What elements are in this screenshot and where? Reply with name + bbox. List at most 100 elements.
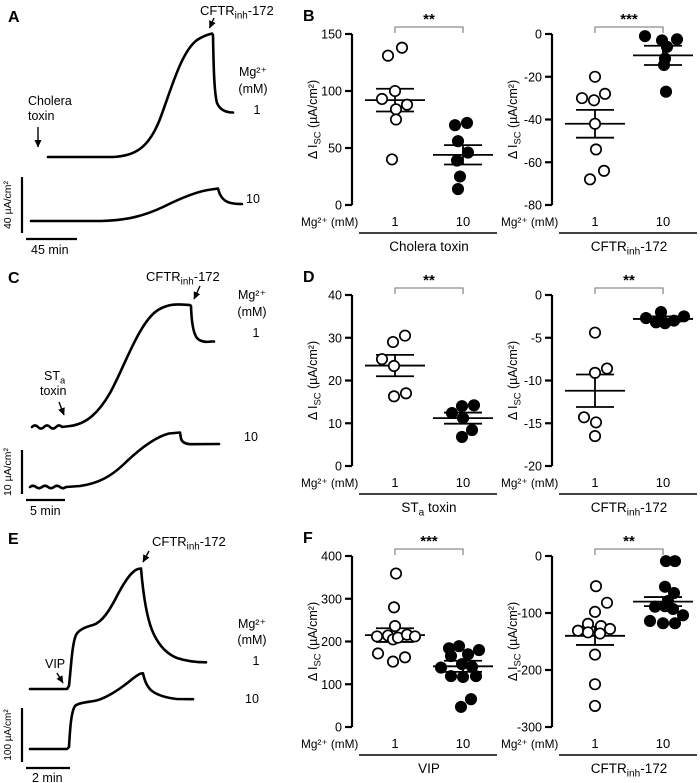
significance-stars: ** (623, 272, 635, 289)
group-label: 1 (391, 475, 398, 490)
data-point-filled (469, 670, 483, 683)
y-tick-label: -5 (531, 331, 542, 345)
data-point-open (589, 416, 603, 429)
data-point-filled (654, 306, 668, 319)
scatter-cholera-toxin: B 150 100 50 0 Δ ISC (µA/cm²) ** 1 10 Mg²⁺ (mM) Ch… (301, 8, 497, 254)
inhibitor-label: CFTRinh-172 (146, 269, 220, 288)
data-point-filled (467, 399, 481, 412)
inhibitor-label: CFTRinh-172 (152, 534, 226, 553)
data-point-open (588, 366, 602, 379)
x-axis-row-label: Mg²⁺ (mM) (301, 476, 358, 490)
y-tick-label: 150 (321, 28, 342, 42)
data-point-open (398, 651, 412, 664)
y-tick-label: 0 (535, 289, 542, 303)
y-tick-label: 0 (335, 460, 342, 474)
data-point-filled (452, 640, 466, 653)
panel-letter: B (303, 8, 315, 25)
mg-value-10: 10 (244, 430, 258, 444)
y-tick-label: -60 (524, 156, 542, 170)
data-point-open (375, 92, 389, 106)
significance-stars: ** (623, 533, 635, 550)
horizontal-scalebar-label: 5 min (30, 504, 61, 518)
row-CD: C CFTRinh-172 STa toxin Mg²⁺ (mM) 1 10 1… (0, 261, 700, 522)
group-label: 10 (456, 475, 470, 490)
y-tick-label: 30 (328, 331, 342, 345)
data-point-open (408, 630, 422, 643)
x-axis-row-label: Mg²⁺ (mM) (501, 215, 558, 229)
mg-unit: (mM) (237, 633, 266, 647)
y-tick-label: -20 (524, 460, 542, 474)
y-tick-label: 40 (328, 289, 342, 303)
data-point-open (395, 41, 409, 54)
inhibitor-arrow-icon (142, 550, 150, 563)
y-axis-label: Δ ISC (µA/cm²) (506, 602, 523, 681)
data-point-open (588, 326, 602, 339)
mg-header: Mg²⁺ (238, 288, 266, 302)
data-point-open (385, 153, 399, 166)
data-point-open (388, 84, 402, 98)
data-point-open (400, 98, 414, 111)
group-label: 1 (591, 214, 598, 229)
data-point-open (386, 655, 400, 668)
horizontal-scalebar-label: 2 min (32, 771, 63, 783)
group-label: 1 (391, 214, 398, 229)
data-point-open (371, 647, 385, 660)
y-tick-label: 0 (335, 199, 342, 213)
data-point-open (589, 143, 603, 156)
data-point-open (588, 430, 602, 443)
data-point-open (583, 173, 597, 186)
data-point-filled (450, 154, 464, 167)
data-point-filled (638, 30, 652, 43)
group-label: 10 (456, 736, 470, 751)
y-tick-label: 50 (328, 142, 342, 156)
data-point-open (370, 630, 384, 643)
data-point-filled (444, 670, 458, 683)
data-point-open (588, 699, 602, 712)
data-point-filled (434, 661, 448, 674)
data-point-filled (444, 649, 458, 663)
inhibitor-label: CFTRinh-172 (200, 3, 274, 22)
vertical-scalebar-label: 10 µA/cm² (2, 447, 14, 496)
data-point-filled (648, 600, 662, 613)
stimulus-label-line2: toxin (40, 384, 66, 398)
y-tick-label: -15 (524, 417, 542, 431)
y-tick-label: -40 (524, 113, 542, 127)
data-point-open (588, 605, 602, 618)
data-point-open (597, 164, 611, 177)
group-label: 1 (391, 736, 398, 751)
scatter-cftr-after-sta: 0 -5 -10 -15 -20 Δ ISC (µA/cm²) ** 1 10 Mg²⁺ (mM)… (501, 272, 697, 519)
significance-bracket (394, 548, 464, 555)
trace-mg10 (28, 672, 195, 751)
data-point-filled (451, 182, 465, 196)
data-point-filled (465, 424, 479, 437)
treatment-label: CFTRinh-172 (591, 239, 668, 258)
significance-stars: *** (620, 11, 638, 28)
data-point-open (588, 648, 602, 661)
significance-stars: ** (423, 11, 435, 28)
data-point-filled (668, 617, 682, 630)
row-EF: E CFTRinh-172 VIP Mg²⁺ (mM) 1 10 100 µA/… (0, 522, 700, 783)
treatment-label: Cholera toxin (389, 239, 469, 254)
stimulus-label-line1: Cholera (28, 94, 72, 108)
x-axis-row-label: Mg²⁺ (mM) (301, 737, 358, 751)
data-point-open (587, 94, 601, 107)
data-point-filled (456, 412, 470, 425)
mg-unit: (mM) (238, 82, 267, 96)
stimulus-label-line2: toxin (28, 109, 54, 123)
scatter-vip: F 400 300 200 100 0 Δ ISC (µA/cm²) *** 1 10 Mg²⁺ (… (301, 530, 497, 776)
y-tick-label: -200 (517, 664, 542, 678)
data-point-filled (461, 648, 475, 661)
group-label: 1 (591, 736, 598, 751)
significance-stars: *** (420, 533, 438, 550)
data-point-open (388, 620, 402, 633)
panel-letter: D (303, 269, 315, 286)
y-tick-label: -100 (517, 607, 542, 621)
y-axis-label: Δ ISC (µA/cm²) (506, 341, 523, 420)
row-AB: A CFTRinh-172 Cholera toxin Mg²⁺ (mM) 1 … (0, 0, 700, 261)
mg-value-10: 10 (245, 692, 259, 706)
data-point-filled (455, 430, 469, 443)
y-tick-label: 0 (535, 28, 542, 42)
significance-bracket (394, 287, 464, 294)
significance-bracket (594, 287, 664, 294)
stimulus-arrow-icon (58, 401, 65, 416)
